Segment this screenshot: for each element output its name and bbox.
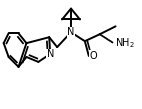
Text: N: N [47, 49, 54, 59]
Text: N: N [67, 27, 75, 37]
Text: NH$_2$: NH$_2$ [115, 36, 134, 50]
Text: O: O [90, 51, 98, 61]
